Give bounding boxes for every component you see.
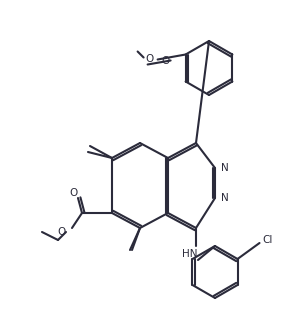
Text: N: N (221, 163, 229, 173)
Text: O: O (162, 55, 170, 66)
Text: O: O (145, 54, 154, 65)
Text: N: N (221, 193, 229, 203)
Text: O: O (70, 188, 78, 198)
Text: Cl: Cl (262, 235, 273, 245)
Text: HN: HN (182, 249, 198, 259)
Text: O: O (58, 227, 66, 237)
